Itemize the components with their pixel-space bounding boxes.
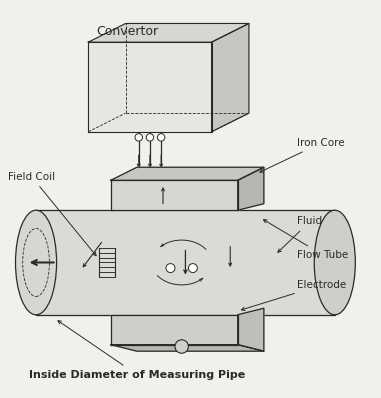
Circle shape bbox=[166, 263, 175, 273]
Polygon shape bbox=[88, 42, 211, 132]
Polygon shape bbox=[36, 210, 335, 315]
Circle shape bbox=[157, 134, 165, 141]
Polygon shape bbox=[211, 23, 249, 132]
Text: Electrode: Electrode bbox=[242, 280, 347, 310]
Text: Field Coil: Field Coil bbox=[8, 172, 96, 256]
Polygon shape bbox=[88, 23, 249, 42]
Polygon shape bbox=[111, 315, 238, 345]
Polygon shape bbox=[238, 308, 264, 351]
Polygon shape bbox=[111, 180, 238, 210]
Text: Flow Tube: Flow Tube bbox=[263, 220, 349, 260]
Polygon shape bbox=[111, 167, 264, 180]
Circle shape bbox=[175, 340, 189, 353]
Circle shape bbox=[189, 263, 197, 273]
Polygon shape bbox=[111, 345, 264, 351]
Polygon shape bbox=[238, 167, 264, 210]
Circle shape bbox=[135, 134, 142, 141]
Text: Fluid: Fluid bbox=[278, 217, 323, 252]
Circle shape bbox=[146, 134, 154, 141]
Text: Inside Diameter of Measuring Pipe: Inside Diameter of Measuring Pipe bbox=[29, 321, 245, 380]
Ellipse shape bbox=[314, 210, 355, 315]
Text: Convertor: Convertor bbox=[96, 25, 158, 39]
Text: Iron Core: Iron Core bbox=[260, 138, 345, 172]
Ellipse shape bbox=[16, 210, 57, 315]
